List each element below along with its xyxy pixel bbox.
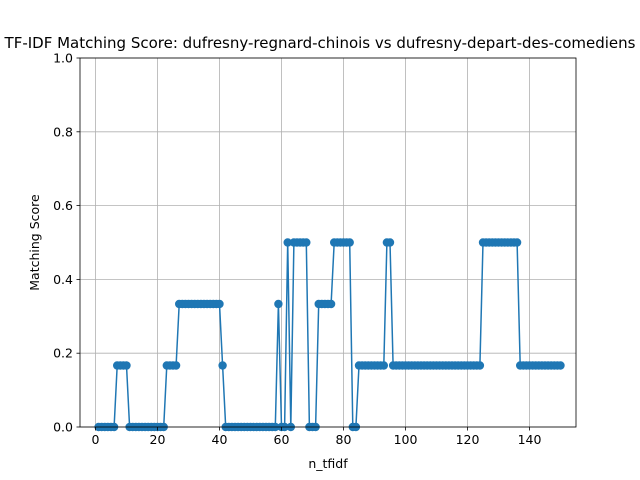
data-point [556, 361, 565, 370]
y-tick-label: 0.4 [53, 272, 73, 287]
chart-title: TF-IDF Matching Score: dufresny-regnard-… [4, 34, 636, 52]
data-point [302, 238, 311, 247]
x-tick-label: 60 [274, 432, 290, 447]
x-tick-label: 140 [518, 432, 542, 447]
x-tick-label: 40 [212, 432, 228, 447]
data-point [283, 238, 292, 247]
data-point [122, 361, 131, 370]
data-point [345, 238, 354, 247]
y-axis-label: Matching Score [27, 194, 42, 291]
x-tick-label: 80 [336, 432, 352, 447]
axes: 0 20 40 60 80 100 120 140 0.0 0.2 0.4 0.6 0.8 1.0 [53, 51, 541, 448]
y-tick-label: 0.2 [53, 346, 73, 361]
data-point [326, 299, 336, 309]
series-layer [94, 238, 565, 432]
y-tick-label: 0.8 [53, 124, 73, 139]
data-point [512, 238, 522, 247]
data-point [379, 361, 388, 370]
x-tick-label: 0 [92, 432, 100, 447]
x-axis-label: n_tfidf [308, 456, 348, 471]
plot-frame [79, 57, 577, 428]
x-tick-label: 20 [150, 432, 166, 447]
data-point [218, 361, 227, 370]
data-point [215, 299, 224, 309]
x-tick-label: 120 [456, 432, 480, 447]
y-tick-label: 1.0 [53, 51, 73, 66]
y-tick-label: 0.0 [53, 420, 73, 435]
y-tick-label: 0.6 [53, 198, 73, 213]
data-point [274, 299, 283, 309]
data-point [171, 361, 181, 370]
data-point [475, 361, 485, 370]
x-tick-label: 100 [394, 432, 418, 447]
data-point [385, 238, 395, 247]
